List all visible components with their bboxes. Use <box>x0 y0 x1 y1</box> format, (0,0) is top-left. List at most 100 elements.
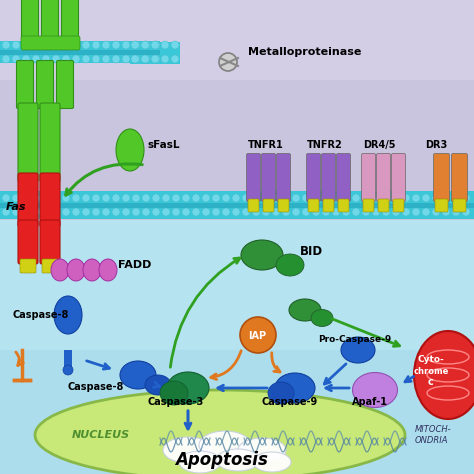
Ellipse shape <box>353 373 398 408</box>
Circle shape <box>161 55 169 63</box>
Ellipse shape <box>120 361 156 389</box>
Circle shape <box>2 55 10 63</box>
Circle shape <box>2 194 10 202</box>
Circle shape <box>252 194 260 202</box>
FancyBboxPatch shape <box>278 199 289 212</box>
Circle shape <box>132 55 140 63</box>
Circle shape <box>82 208 90 216</box>
Circle shape <box>282 208 290 216</box>
FancyBboxPatch shape <box>42 259 58 273</box>
Circle shape <box>12 41 20 49</box>
Bar <box>130 42 180 64</box>
Circle shape <box>202 194 210 202</box>
FancyBboxPatch shape <box>40 220 60 264</box>
Circle shape <box>63 365 73 375</box>
FancyBboxPatch shape <box>40 173 60 227</box>
Circle shape <box>141 55 149 63</box>
Text: Pro-Caspase-9: Pro-Caspase-9 <box>318 335 391 344</box>
Circle shape <box>342 194 350 202</box>
Circle shape <box>72 208 80 216</box>
Circle shape <box>292 208 300 216</box>
FancyBboxPatch shape <box>262 154 275 201</box>
FancyBboxPatch shape <box>435 199 448 212</box>
Circle shape <box>382 194 390 202</box>
Circle shape <box>352 194 360 202</box>
Circle shape <box>142 208 150 216</box>
Circle shape <box>52 208 60 216</box>
Circle shape <box>72 41 80 49</box>
Ellipse shape <box>51 259 69 281</box>
FancyBboxPatch shape <box>276 154 291 201</box>
Ellipse shape <box>167 372 209 404</box>
Circle shape <box>52 55 60 63</box>
FancyBboxPatch shape <box>18 173 38 227</box>
Circle shape <box>222 194 230 202</box>
Circle shape <box>282 194 290 202</box>
Circle shape <box>462 194 470 202</box>
Circle shape <box>32 194 40 202</box>
Circle shape <box>332 194 340 202</box>
Circle shape <box>132 208 140 216</box>
Ellipse shape <box>145 375 171 395</box>
Circle shape <box>131 41 139 49</box>
Circle shape <box>382 208 390 216</box>
Circle shape <box>362 194 370 202</box>
Circle shape <box>242 194 250 202</box>
Circle shape <box>131 55 139 63</box>
Circle shape <box>82 55 90 63</box>
Text: Cyto-: Cyto- <box>418 355 445 364</box>
Circle shape <box>219 53 237 71</box>
Circle shape <box>152 41 160 49</box>
Circle shape <box>112 55 120 63</box>
Circle shape <box>182 208 190 216</box>
Text: Metalloproteinase: Metalloproteinase <box>248 47 361 57</box>
Circle shape <box>112 208 120 216</box>
FancyBboxPatch shape <box>362 154 375 201</box>
Text: ONDRIA: ONDRIA <box>415 436 448 445</box>
Circle shape <box>162 208 170 216</box>
FancyBboxPatch shape <box>337 154 350 201</box>
Circle shape <box>141 41 149 49</box>
Text: Apoptosis: Apoptosis <box>175 451 268 469</box>
Circle shape <box>152 194 160 202</box>
Circle shape <box>372 208 380 216</box>
Circle shape <box>422 208 430 216</box>
Ellipse shape <box>216 449 260 471</box>
Circle shape <box>22 208 30 216</box>
FancyBboxPatch shape <box>363 199 374 212</box>
Circle shape <box>152 208 160 216</box>
Circle shape <box>142 194 150 202</box>
Bar <box>0 0 474 80</box>
Ellipse shape <box>83 259 101 281</box>
Circle shape <box>151 41 159 49</box>
FancyBboxPatch shape <box>20 259 36 273</box>
FancyBboxPatch shape <box>40 103 60 182</box>
Circle shape <box>151 55 159 63</box>
Circle shape <box>62 41 70 49</box>
FancyBboxPatch shape <box>393 199 404 212</box>
Circle shape <box>452 208 460 216</box>
FancyBboxPatch shape <box>62 0 79 40</box>
Circle shape <box>162 194 170 202</box>
Text: BID: BID <box>300 245 323 258</box>
Circle shape <box>122 41 130 49</box>
Circle shape <box>171 55 179 63</box>
Circle shape <box>322 194 330 202</box>
FancyBboxPatch shape <box>246 154 261 201</box>
Circle shape <box>232 194 240 202</box>
FancyBboxPatch shape <box>453 199 466 212</box>
Circle shape <box>122 55 130 63</box>
Text: FADD: FADD <box>118 260 151 270</box>
Circle shape <box>92 208 100 216</box>
Ellipse shape <box>241 240 283 270</box>
Circle shape <box>12 55 20 63</box>
Circle shape <box>22 194 30 202</box>
Circle shape <box>132 41 140 49</box>
Circle shape <box>242 208 250 216</box>
Circle shape <box>442 208 450 216</box>
Ellipse shape <box>276 254 304 276</box>
Circle shape <box>102 55 110 63</box>
Bar <box>0 191 474 219</box>
Circle shape <box>42 208 50 216</box>
Circle shape <box>392 194 400 202</box>
